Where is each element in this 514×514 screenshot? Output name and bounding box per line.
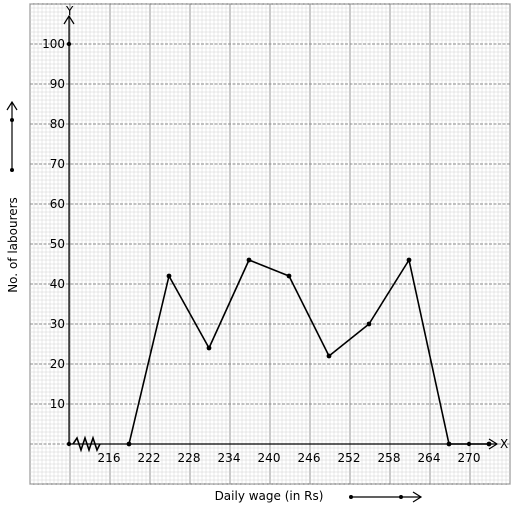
y-tick-label: 90: [50, 77, 65, 91]
y-direction-dot: [10, 168, 14, 172]
data-point: [246, 257, 252, 263]
x-axis-arrowhead: [488, 438, 499, 450]
frequency-polygon-line: [128, 259, 489, 445]
x-tick-label: 240: [258, 451, 281, 465]
y-tick-label: 30: [50, 317, 65, 331]
x-tick-label: 222: [138, 451, 161, 465]
data-point: [446, 441, 452, 447]
x-tick-label: 270: [458, 451, 481, 465]
direction-arrows: [6, 100, 423, 503]
x-tick-label: 258: [378, 451, 401, 465]
origin-point: [66, 441, 72, 447]
graph-paper-grid: [29, 3, 511, 485]
y-tick-label: 50: [50, 237, 65, 251]
x-tick-label: 246: [298, 451, 321, 465]
x-axis-letter: X: [500, 437, 508, 451]
series-line: [126, 257, 492, 447]
y-axis-top-point: [66, 41, 72, 47]
data-point: [126, 441, 132, 447]
x-tick-label: 264: [418, 451, 441, 465]
y-axis-letter: Y: [65, 4, 74, 18]
x-tick-label: 228: [178, 451, 201, 465]
data-point: [366, 321, 372, 327]
x-axis-break-kink: [72, 435, 101, 453]
data-point: [286, 273, 292, 279]
y-tick-label: 40: [50, 277, 65, 291]
y-tick-label: 100: [42, 37, 65, 51]
data-point: [406, 257, 412, 263]
data-point: [326, 353, 332, 359]
tick-labels: 10 20 30 40 50 60 70 80 90 100 216 222 228 234 240 246 2…: [42, 37, 480, 465]
y-tick-label: 60: [50, 197, 65, 211]
y-axis-arrowhead: [63, 14, 75, 25]
x-direction-dot: [399, 495, 403, 499]
x-direction-arrowhead: [412, 491, 423, 503]
x-tick-label: 234: [218, 451, 241, 465]
x-axis-label: Daily wage (in Rs): [215, 489, 324, 503]
y-tick-label: 80: [50, 117, 65, 131]
x-direction-dot: [349, 495, 353, 499]
y-direction-dot: [10, 118, 14, 122]
data-point: [486, 441, 492, 447]
data-point: [166, 273, 172, 279]
y-tick-label: 10: [50, 397, 65, 411]
y-direction-arrowhead: [6, 100, 18, 111]
x-tick-label: 216: [98, 451, 121, 465]
axes: [63, 14, 499, 453]
y-tick-label: 20: [50, 357, 65, 371]
x-tick-label: 252: [338, 451, 361, 465]
y-axis-label: No. of labourers: [6, 197, 20, 293]
axis-labels: No. of labourers Daily wage (in Rs) X Y: [6, 4, 508, 503]
data-point: [206, 345, 212, 351]
y-tick-label: 70: [50, 157, 65, 171]
